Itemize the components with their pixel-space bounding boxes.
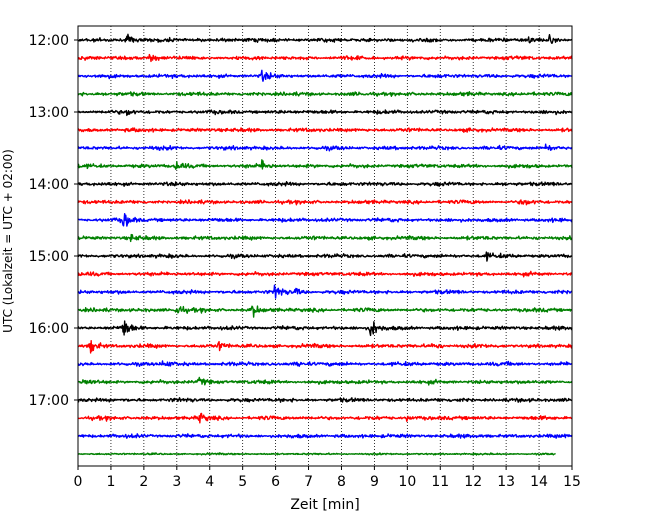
y-tick-label-4: 16:00 xyxy=(29,321,69,337)
trace-row-1730 xyxy=(77,433,573,439)
x-tick-label-6: 6 xyxy=(271,474,280,490)
x-axis-label: Zeit [min] xyxy=(290,497,359,513)
trace-row-1400 xyxy=(77,180,573,187)
trace-row-1215 xyxy=(77,53,573,63)
vertical-grid xyxy=(110,26,540,466)
x-tick-label-7: 7 xyxy=(304,474,313,490)
trace-row-1230 xyxy=(77,69,573,82)
y-tick-label-3: 15:00 xyxy=(29,249,69,265)
trace-row-1330 xyxy=(77,143,573,152)
trace-row-1345 xyxy=(77,159,573,170)
trace-row-1245 xyxy=(77,91,573,97)
y-tick-label-0: 12:00 xyxy=(29,33,69,49)
trace-row-1715 xyxy=(77,412,573,424)
x-tick-label-9: 9 xyxy=(370,474,379,490)
trace-row-1515 xyxy=(77,270,573,278)
y-tick-label-2: 14:00 xyxy=(29,177,69,193)
y-axis-label: UTC (Lokalzeit = UTC + 02:00) xyxy=(1,149,15,333)
x-tick-label-2: 2 xyxy=(139,474,148,490)
x-tick-label-0: 0 xyxy=(74,474,83,490)
trace-row-1700 xyxy=(77,397,573,403)
y-tick-label-5: 17:00 xyxy=(29,393,69,409)
trace-row-1200 xyxy=(77,33,573,44)
x-tick-label-13: 13 xyxy=(497,474,515,490)
trace-row-1600 xyxy=(77,320,573,337)
trace-row-1630 xyxy=(77,360,573,368)
trace-row-1300 xyxy=(77,109,573,117)
x-tick-label-10: 10 xyxy=(398,474,416,490)
x-axis-ticks: 0 1 2 3 4 5 6 7 8 9 10 11 12 13 14 15 xyxy=(74,466,581,490)
x-tick-label-15: 15 xyxy=(563,474,581,490)
trace-row-1430 xyxy=(77,212,573,227)
x-tick-label-12: 12 xyxy=(464,474,482,490)
trace-row-1530 xyxy=(77,284,573,299)
y-tick-label-1: 13:00 xyxy=(29,105,69,121)
x-tick-label-11: 11 xyxy=(431,474,449,490)
trace-row-1500 xyxy=(77,251,573,262)
trace-row-1745 xyxy=(77,452,556,456)
trace-row-1615 xyxy=(77,340,573,354)
seismic-traces xyxy=(77,33,573,456)
x-tick-label-4: 4 xyxy=(205,474,214,490)
x-tick-label-14: 14 xyxy=(530,474,548,490)
trace-row-1315 xyxy=(77,127,573,133)
x-tick-label-5: 5 xyxy=(238,474,247,490)
x-tick-label-1: 1 xyxy=(106,474,115,490)
trace-row-1545 xyxy=(77,305,573,318)
x-tick-label-8: 8 xyxy=(337,474,346,490)
trace-row-1645 xyxy=(77,376,573,386)
plot-frame xyxy=(77,25,573,467)
x-tick-label-3: 3 xyxy=(172,474,181,490)
trace-row-1415 xyxy=(77,199,573,206)
trace-row-1445 xyxy=(77,233,573,243)
y-axis-ticks: 12:00 13:00 14:00 15:00 16:00 17:00 xyxy=(29,33,78,409)
